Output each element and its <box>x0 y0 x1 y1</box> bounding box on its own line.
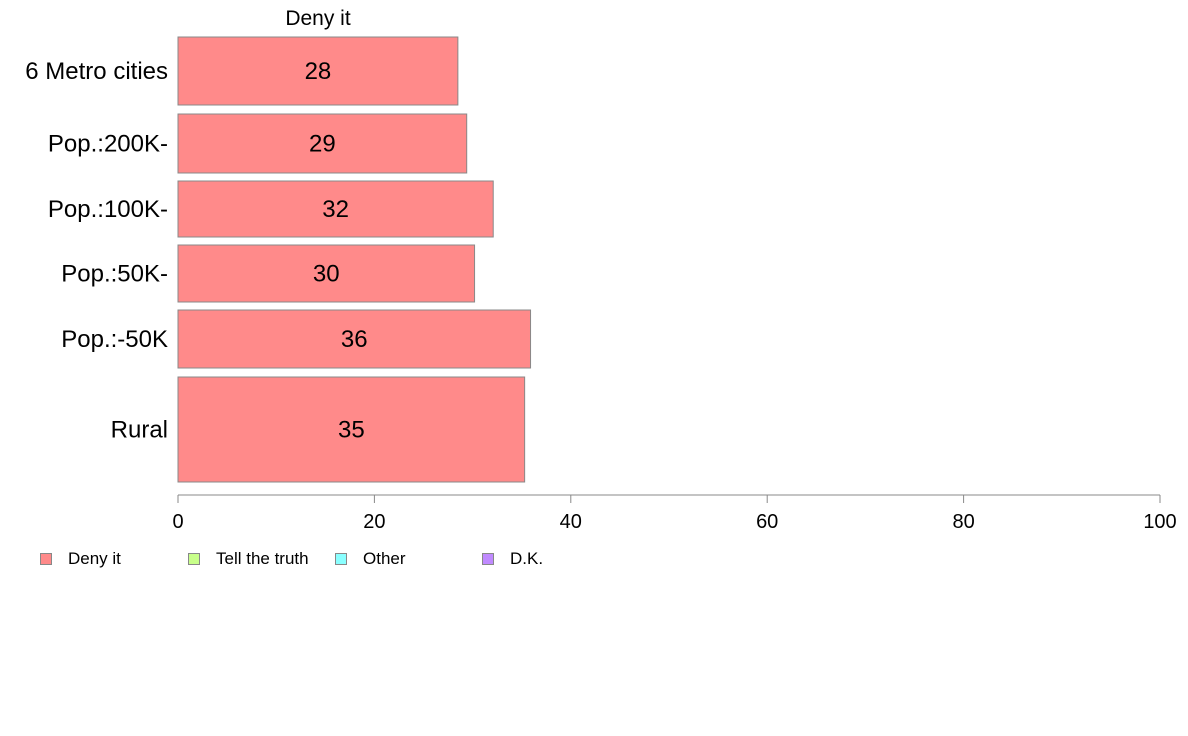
legend-item-dk: D.K. <box>482 549 543 569</box>
data-label-pop-100k: 32 <box>322 196 349 223</box>
bar-pop-200k <box>177 113 468 174</box>
data-label-rural: 35 <box>338 417 365 444</box>
x-tick-label-100: 100 <box>1143 511 1176 533</box>
data-label-pop-50k: 36 <box>341 326 368 353</box>
legend-label-deny-it: Deny it <box>68 549 121 568</box>
legend-swatch-other <box>335 553 347 565</box>
data-label-pop-50k: 30 <box>313 261 340 288</box>
legend-item-deny-it: Deny it <box>40 549 121 569</box>
x-tick-label-40: 40 <box>560 511 582 533</box>
category-label-rural: Rural <box>111 417 168 444</box>
data-label-pop-200k: 29 <box>309 131 336 158</box>
x-tick-label-0: 0 <box>172 511 183 533</box>
category-label-pop-50k: Pop.:-50K <box>61 326 168 353</box>
x-tick-label-60: 60 <box>756 511 778 533</box>
category-label-pop-100k: Pop.:100K- <box>48 196 168 223</box>
x-tick-label-20: 20 <box>363 511 385 533</box>
bar-pop-100k <box>177 180 494 238</box>
bar-pop-50k <box>177 244 476 303</box>
category-label-pop-200k: Pop.:200K- <box>48 131 168 158</box>
x-tick-label-80: 80 <box>952 511 974 533</box>
category-label-6-metro-cities: 6 Metro cities <box>25 58 168 85</box>
legend-swatch-deny-it <box>40 553 52 565</box>
bar-rural <box>177 376 526 483</box>
legend-label-other: Other <box>363 549 406 568</box>
legend-label-tell-the-truth: Tell the truth <box>216 549 309 568</box>
legend-swatch-tell-the-truth <box>188 553 200 565</box>
data-label-6-metro-cities: 28 <box>305 58 332 85</box>
legend-item-other: Other <box>335 549 406 569</box>
legend-label-dk: D.K. <box>510 549 544 568</box>
bar-6-metro-cities <box>177 36 459 106</box>
legend-swatch-dk <box>482 553 494 565</box>
legend: Deny it Tell the truth Other D.K. <box>40 549 740 571</box>
chart-title: Deny it <box>285 7 351 30</box>
category-label-pop-50k: Pop.:50K- <box>61 261 168 288</box>
bar-pop-50k <box>177 309 532 369</box>
legend-item-tell-the-truth: Tell the truth <box>188 549 309 569</box>
